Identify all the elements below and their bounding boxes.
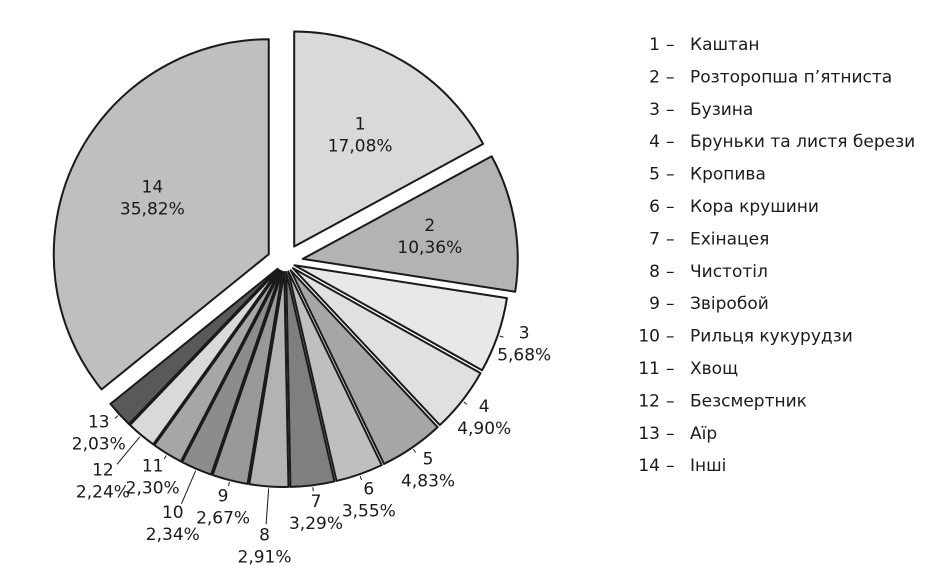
legend-number: 4: [649, 132, 660, 152]
slice-number: 9: [218, 486, 229, 506]
legend-name: Хвощ: [690, 359, 738, 379]
legend-number: 13: [638, 424, 660, 444]
legend-name: Бруньки та листя берези: [690, 132, 915, 152]
legend-separator: –: [666, 391, 675, 411]
pie-slice: [285, 270, 336, 488]
legend-number: 1: [649, 35, 660, 55]
slice-number: 5: [423, 450, 434, 470]
slice-label: 2,67%: [196, 508, 250, 528]
leader-line: [163, 455, 167, 460]
legend-separator: –: [666, 67, 675, 87]
legend-number: 5: [649, 165, 660, 185]
legend-name: Кропива: [690, 165, 766, 185]
legend-name: Безсмертник: [690, 391, 807, 411]
legend-name: Бузина: [690, 100, 753, 120]
legend-number: 12: [638, 391, 660, 411]
legend-number: 14: [638, 456, 660, 476]
legend-separator: –: [666, 262, 675, 282]
legend-number: 6: [649, 197, 660, 217]
slice-label: 4,90%: [457, 419, 511, 439]
slice-number: 12: [92, 460, 114, 480]
slice-number: 6: [363, 480, 374, 500]
legend-name: Каштан: [690, 35, 759, 55]
slice-number: 7: [311, 492, 322, 512]
legend-name: Аїр: [690, 424, 717, 444]
legend-separator: –: [666, 100, 675, 120]
slice-number: 4: [479, 397, 490, 417]
legend-separator: –: [666, 327, 675, 347]
legend-name: Звіробой: [690, 294, 769, 314]
leader-line: [265, 488, 270, 525]
slice-label: 35,82%: [120, 200, 185, 220]
slice-label: 3,55%: [342, 502, 396, 522]
pie-slice: [128, 268, 280, 446]
pie-slice: [293, 264, 508, 372]
slice-label: 17,08%: [328, 137, 393, 157]
legend-separator: –: [666, 359, 675, 379]
pie-slice: [153, 269, 281, 463]
slice-label: 3,29%: [289, 514, 343, 534]
legend-number: 9: [649, 294, 660, 314]
slice-number: 11: [142, 457, 164, 477]
legend-name: Інші: [690, 456, 726, 476]
legend-number: 11: [638, 359, 660, 379]
legend-name: Розторопша п’ятниста: [690, 67, 892, 87]
pie-slice: [287, 270, 383, 482]
legend-number: 2: [649, 67, 660, 87]
leader-line: [227, 481, 230, 487]
legend-separator: –: [666, 35, 675, 55]
pie-slice: [248, 270, 290, 488]
slice-number: 13: [88, 412, 110, 432]
slice-label: 10,36%: [397, 238, 462, 258]
legend-number: 10: [638, 327, 660, 347]
leader-line: [412, 448, 417, 453]
legend-name: Рильця кукурудзи: [690, 327, 853, 347]
legend-separator: –: [666, 424, 675, 444]
leader-line: [116, 436, 141, 465]
legend-separator: –: [666, 456, 675, 476]
slice-number: 3: [519, 323, 530, 343]
slice-number: 10: [162, 503, 184, 523]
leader-line: [499, 335, 504, 338]
leader-line: [359, 476, 363, 481]
pie-slice: [301, 155, 519, 293]
slice-label: 5,68%: [497, 345, 551, 365]
pie-slice: [181, 270, 283, 476]
legend-name: Кора крушини: [690, 197, 819, 217]
legend-number: 3: [649, 100, 660, 120]
legend-name: Ехінацея: [690, 229, 769, 249]
leader-line: [181, 470, 197, 504]
pie-slice: [289, 269, 439, 465]
pie-slice: [293, 30, 485, 248]
legend-separator: –: [666, 229, 675, 249]
slice-label: 2,24%: [76, 482, 130, 502]
legend-separator: –: [666, 165, 675, 185]
pie-slice: [291, 267, 482, 427]
legend-separator: –: [666, 197, 675, 217]
slice-label: 2,34%: [146, 525, 200, 545]
slice-number: 1: [355, 115, 366, 135]
leader-line: [463, 401, 468, 405]
slice-label: 2,30%: [126, 479, 180, 499]
slice-label: 4,83%: [401, 472, 455, 492]
pie-slice: [211, 270, 284, 485]
pie-slice: [52, 38, 270, 391]
legend-name: Чистотіл: [690, 262, 768, 282]
slice-number: 14: [142, 178, 164, 198]
leader-line: [114, 415, 119, 419]
slice-number: 8: [259, 525, 270, 545]
slice-label: 2,03%: [72, 434, 126, 454]
slice-number: 2: [424, 216, 435, 236]
pie-slice: [109, 267, 279, 426]
legend-separator: –: [666, 132, 675, 152]
legend-number: 7: [649, 229, 660, 249]
legend-separator: –: [666, 294, 675, 314]
legend-number: 8: [649, 262, 660, 282]
slice-label: 2,91%: [238, 547, 292, 566]
